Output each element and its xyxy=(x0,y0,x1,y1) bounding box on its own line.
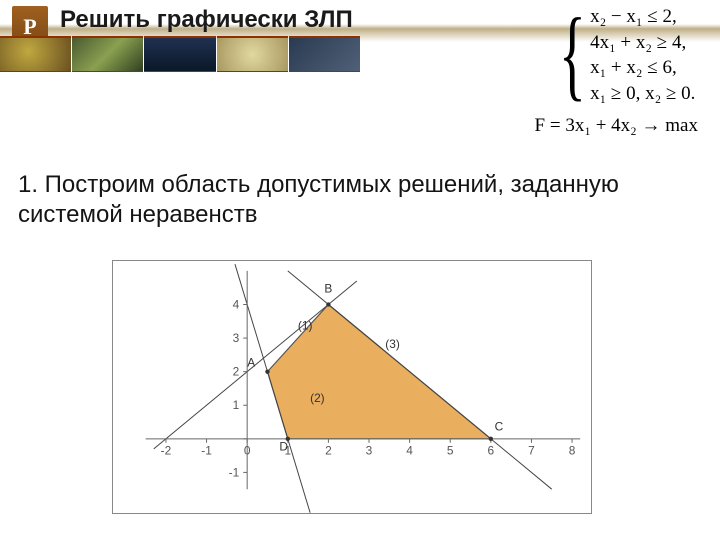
banner-thumb xyxy=(0,36,71,72)
feasible-region-graph: (1)(2)(3)-2-1012345678-11234ABCD xyxy=(112,260,592,514)
svg-text:-1: -1 xyxy=(229,465,240,479)
svg-text:5: 5 xyxy=(447,444,454,458)
svg-text:2: 2 xyxy=(233,365,240,379)
objective-function: F = 3x₁ + 4x₂ → max xyxy=(535,113,698,139)
banner-thumb xyxy=(144,36,215,72)
banner-thumb xyxy=(289,36,360,72)
body-paragraph: 1. Построим область допустимых решений, … xyxy=(18,170,698,230)
svg-text:-2: -2 xyxy=(161,444,172,458)
graph-svg: (1)(2)(3)-2-1012345678-11234ABCD xyxy=(113,261,591,513)
svg-text:4: 4 xyxy=(233,297,240,311)
svg-text:(1): (1) xyxy=(298,319,313,333)
svg-text:7: 7 xyxy=(528,444,535,458)
constraints-block: { x₂ − x₁ ≤ 2,4x₁ + x₂ ≥ 4,x₁ + x₂ ≤ 6,x… xyxy=(535,4,698,138)
svg-text:-1: -1 xyxy=(201,444,212,458)
banner-thumb xyxy=(72,36,143,72)
slide-title: Решить графически ЗЛП xyxy=(60,6,353,34)
svg-text:(2): (2) xyxy=(310,391,325,405)
svg-text:B: B xyxy=(324,282,332,296)
constraint-lines: x₂ − x₁ ≤ 2,4x₁ + x₂ ≥ 4,x₁ + x₂ ≤ 6,x₁ … xyxy=(590,4,695,107)
banner-thumb xyxy=(217,36,288,72)
svg-text:0: 0 xyxy=(244,444,251,458)
svg-text:(3): (3) xyxy=(385,337,400,351)
svg-text:3: 3 xyxy=(233,331,240,345)
svg-text:3: 3 xyxy=(366,444,373,458)
svg-text:8: 8 xyxy=(569,444,576,458)
svg-text:C: C xyxy=(495,419,504,433)
constraint-line: x₂ − x₁ ≤ 2, xyxy=(590,4,695,30)
constraint-line: x₁ + x₂ ≤ 6, xyxy=(590,55,695,81)
svg-text:2: 2 xyxy=(325,444,332,458)
svg-text:D: D xyxy=(279,440,288,454)
svg-text:A: A xyxy=(247,356,255,370)
curly-brace-icon: { xyxy=(559,11,586,99)
constraint-line: x₁ ≥ 0, x₂ ≥ 0. xyxy=(590,81,695,107)
constraint-line: 4x₁ + x₂ ≥ 4, xyxy=(590,30,695,56)
banner-image-strip xyxy=(0,36,360,72)
svg-text:6: 6 xyxy=(488,444,495,458)
svg-text:4: 4 xyxy=(406,444,413,458)
svg-text:1: 1 xyxy=(233,398,240,412)
